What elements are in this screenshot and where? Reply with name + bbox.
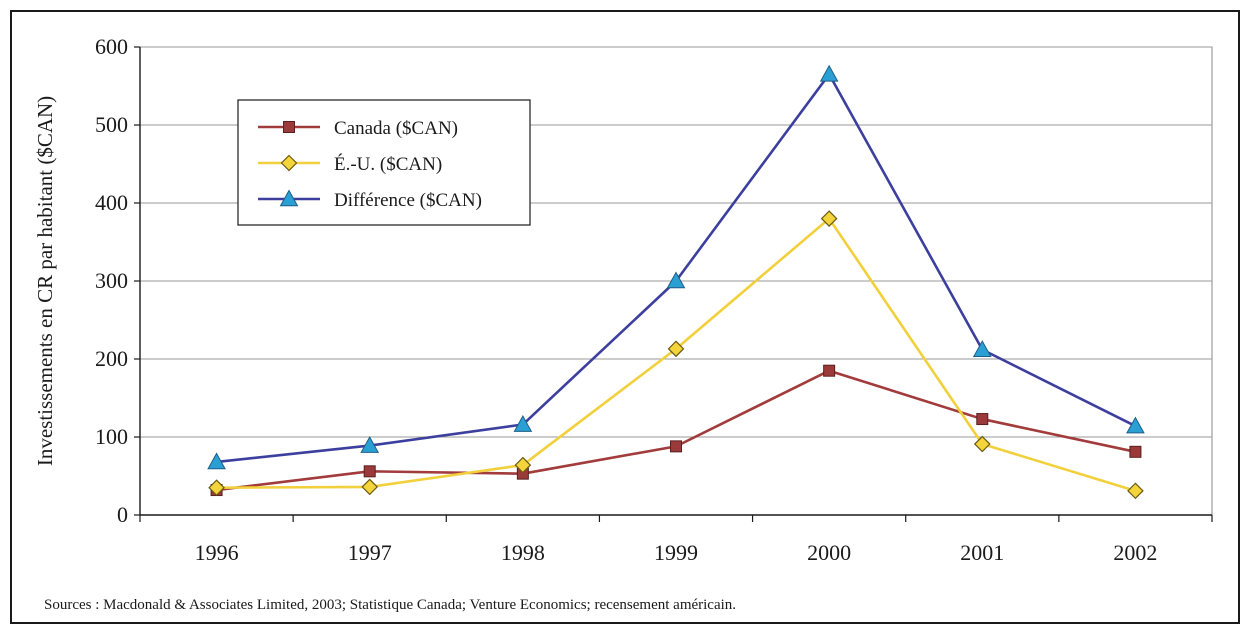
data-point-2: [1127, 482, 1144, 500]
data-point-1: [1129, 445, 1142, 458]
x-tick-label: 2000: [807, 540, 851, 565]
data-point-1: [670, 440, 682, 453]
legend: Canada ($CAN) É.-U. ($CAN) Différence ($CA…: [237, 99, 531, 226]
data-point-3: [513, 414, 533, 432]
data-point-3: [360, 436, 380, 453]
x-tick-label: 1998: [501, 540, 545, 565]
y-tick-label: 400: [95, 190, 128, 215]
axes: [139, 47, 1213, 522]
y-tick-label: 200: [95, 346, 128, 371]
x-tick-label: 2001: [960, 540, 1004, 565]
y-tick-labels: 0 100 200 300 400 500 600: [95, 34, 128, 527]
data-point-3: [666, 271, 686, 289]
x-tick-labels: 1996 1997 1998 1999 2000 2001 2002: [195, 540, 1158, 565]
y-tick-label: 500: [95, 112, 128, 137]
legend-marker: [279, 189, 299, 207]
data-point-2: [208, 479, 225, 497]
source-note: Sources : Macdonald & Associates Limited…: [44, 597, 736, 613]
y-tick-label: 100: [95, 424, 128, 449]
data-point-3: [1126, 416, 1145, 434]
data-point-3: [972, 340, 992, 357]
chart-frame: 0 100 200 300 400 500 600 1996 1997 1998 1999 2000…: [10, 10, 1240, 624]
line-chart: 0 100 200 300 400 500 600 1996 1997 1998 1999 2000…: [33, 34, 1213, 613]
x-tick-label: 2002: [1113, 540, 1157, 565]
data-point-3: [207, 452, 226, 470]
y-axis-title: Investissements en CR par habitant ($CAN…: [33, 96, 57, 466]
data-point-1: [976, 413, 989, 426]
data-point-1: [823, 364, 836, 377]
series-markers: [207, 64, 1145, 500]
data-point-3: [819, 64, 839, 82]
x-tick-label: 1999: [654, 540, 698, 565]
x-tick-label: 1996: [195, 540, 239, 565]
y-tick-label: 0: [117, 502, 128, 527]
legend-label: Différence ($CAN): [334, 190, 482, 211]
data-point-2: [667, 340, 685, 358]
y-tick-label: 300: [95, 268, 128, 293]
legend-marker: [283, 121, 295, 133]
data-point-2: [361, 478, 379, 496]
legend-label: Canada ($CAN): [334, 118, 458, 139]
legend-marker: [280, 154, 298, 172]
data-point-2: [820, 210, 838, 227]
data-point-1: [363, 465, 376, 478]
x-tick-label: 1997: [348, 540, 392, 565]
legend-label: É.-U. ($CAN): [334, 153, 442, 175]
y-tick-label: 600: [95, 34, 128, 59]
data-point-2: [514, 456, 532, 474]
data-point-2: [973, 435, 991, 453]
